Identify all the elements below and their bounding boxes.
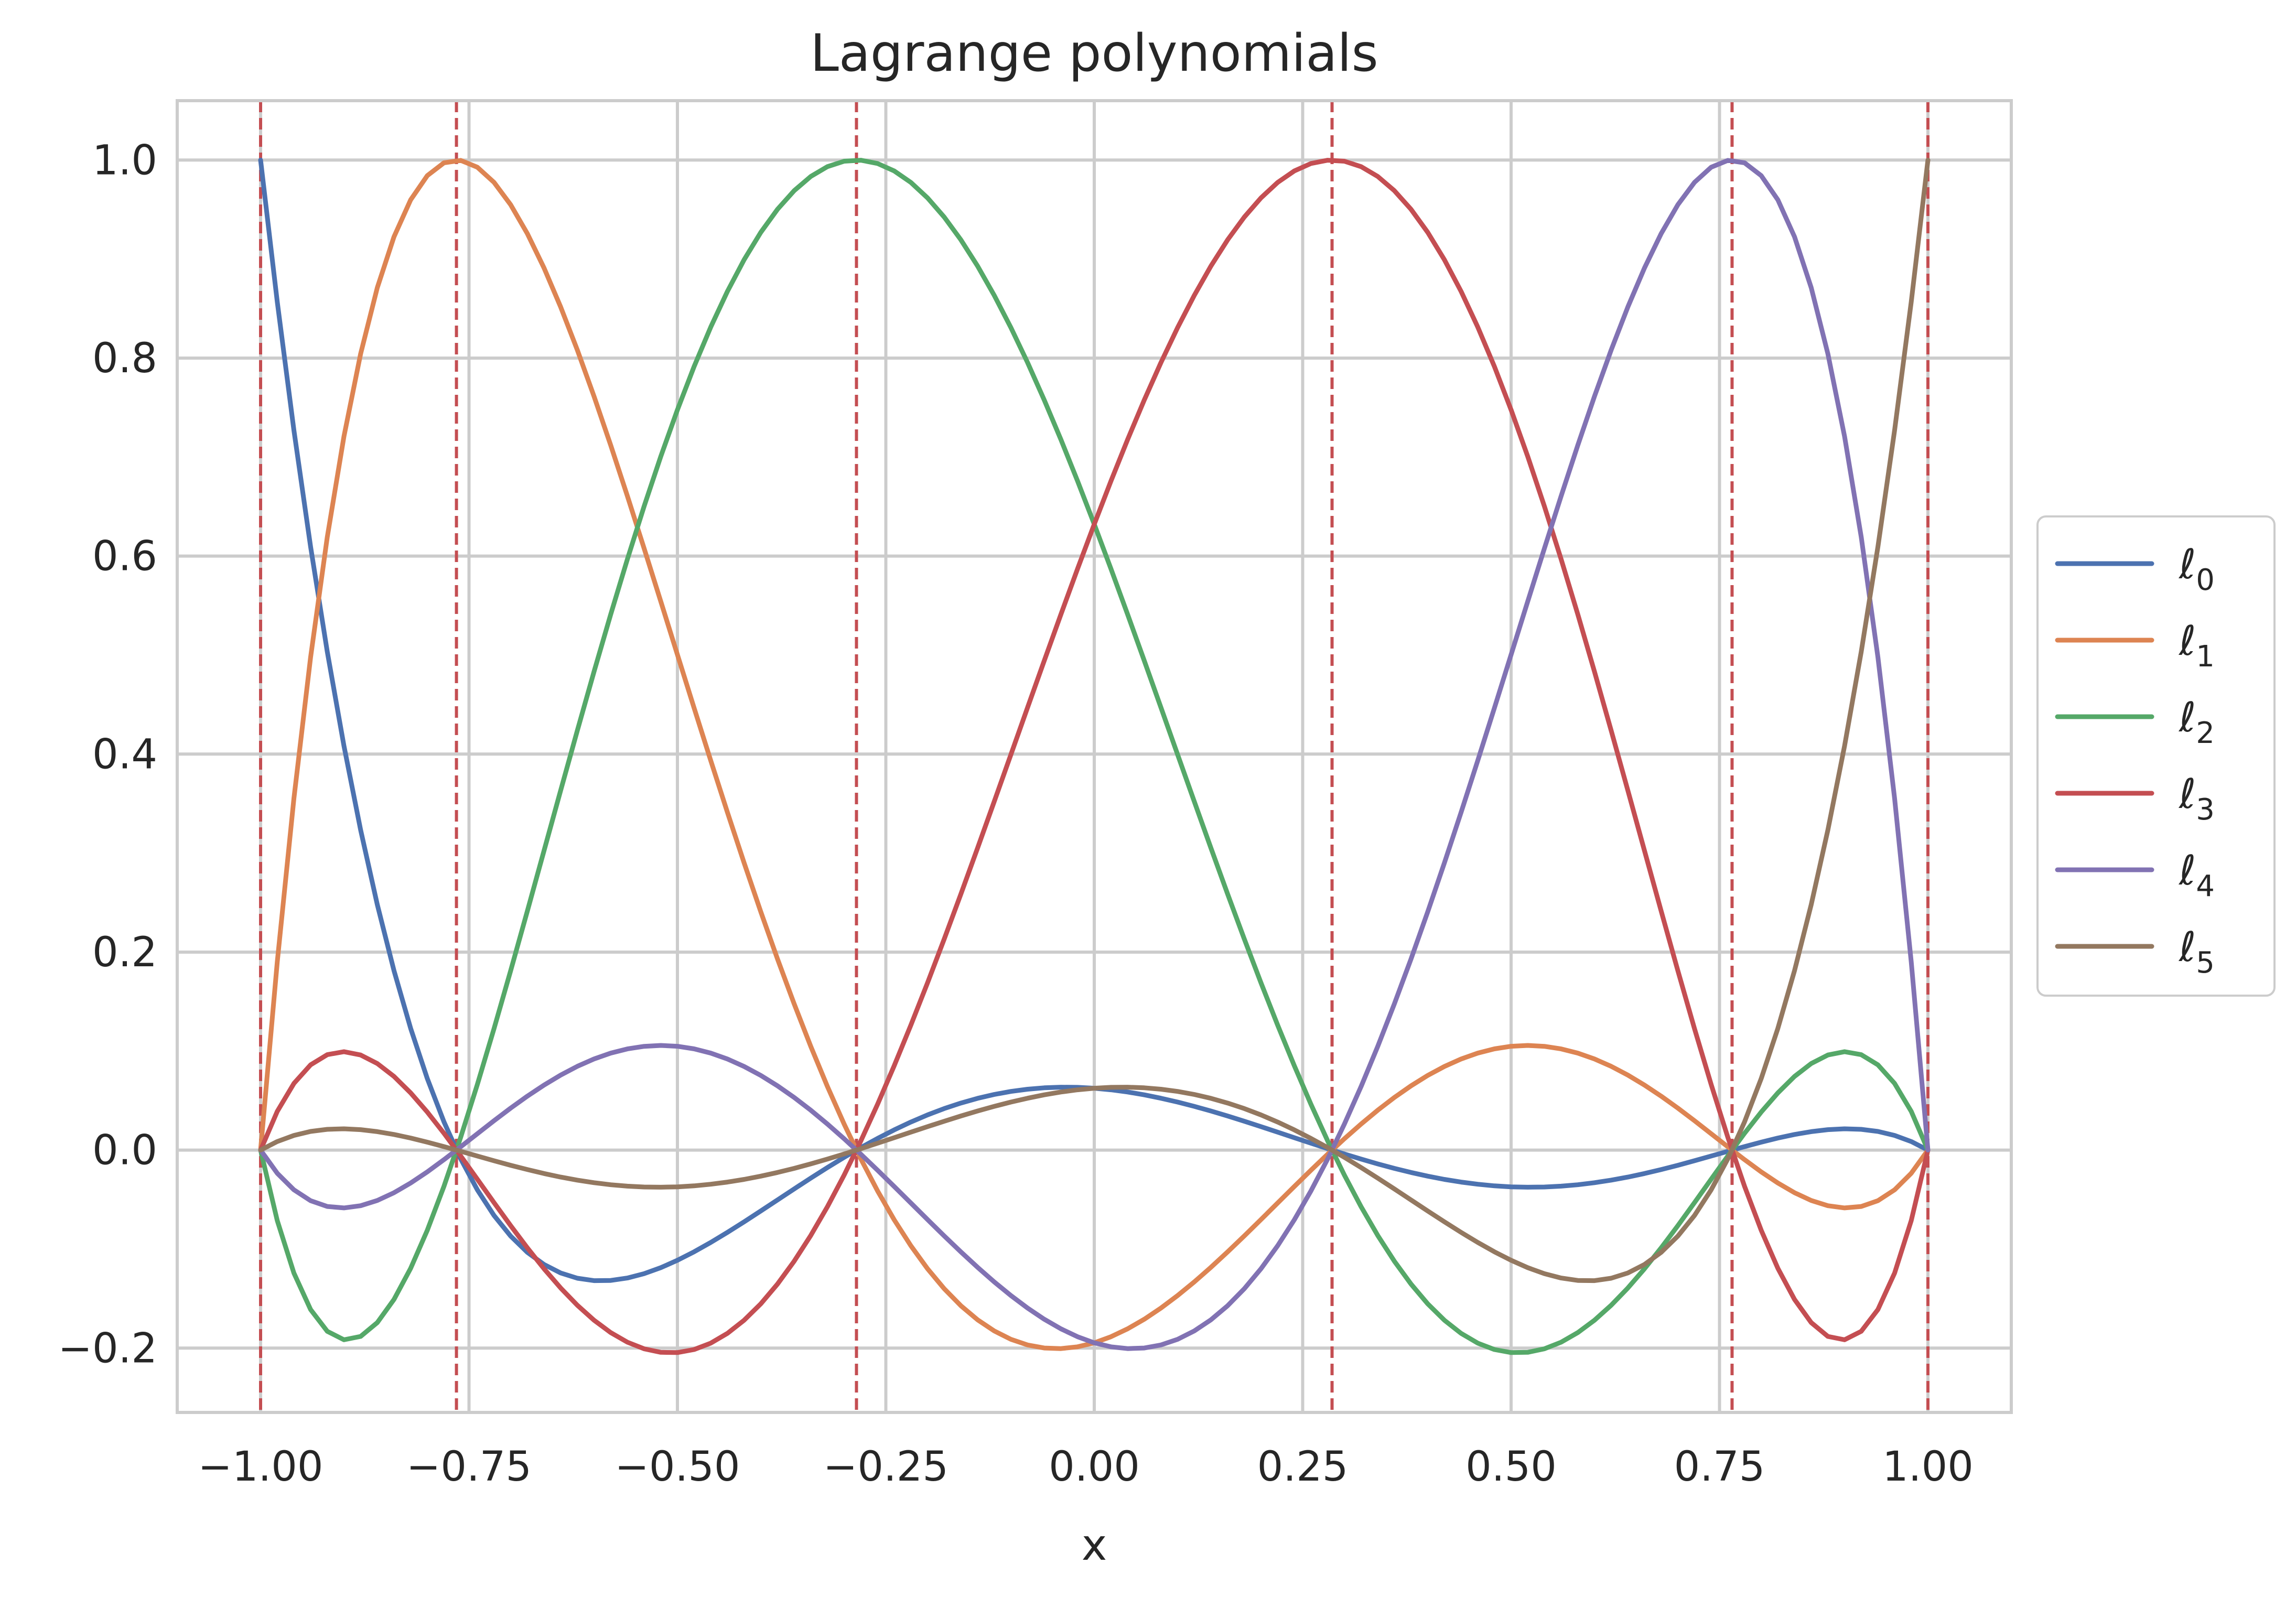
x-tick-label: −0.50 [615, 1443, 740, 1491]
plot-area-frame [176, 99, 2013, 1414]
grid-lines [177, 101, 2011, 1412]
x-tick-label: 0.00 [1049, 1443, 1140, 1491]
y-tick-label: −0.2 [58, 1325, 157, 1372]
series-line-4 [258, 158, 1931, 1351]
x-axis-title: x [1082, 1520, 1107, 1570]
y-tick-label: 0.4 [92, 731, 157, 778]
x-tick-label: −0.25 [823, 1443, 948, 1491]
x-tick-label: −1.00 [198, 1443, 323, 1491]
y-tick-label: 0.8 [92, 335, 157, 382]
legend-box [2036, 515, 2276, 997]
x-tick-label: 0.75 [1674, 1443, 1765, 1491]
y-tick-label: 0.6 [92, 533, 157, 580]
x-axis-ticks: −1.00 −0.75 −0.50 −0.25 0.00 0.25 0.50 0.75 1.00 [198, 1443, 1973, 1491]
series-line-3 [258, 158, 1931, 1355]
y-tick-label: 1.0 [92, 137, 157, 184]
y-axis-ticks: −0.2 0.0 0.2 0.4 0.6 0.8 1.0 [58, 137, 157, 1372]
x-tick-label: −0.75 [406, 1443, 532, 1491]
x-tick-label: 0.25 [1257, 1443, 1349, 1491]
x-tick-label: 0.50 [1465, 1443, 1557, 1491]
y-tick-label: 0.0 [92, 1127, 157, 1174]
x-tick-label: 1.00 [1882, 1443, 1974, 1491]
series-line-5 [258, 157, 1931, 1283]
series-lines [258, 157, 1931, 1355]
chart-title: Lagrange polynomials [810, 24, 1378, 83]
y-tick-label: 0.2 [92, 929, 157, 976]
node-markers [259, 101, 1929, 1412]
